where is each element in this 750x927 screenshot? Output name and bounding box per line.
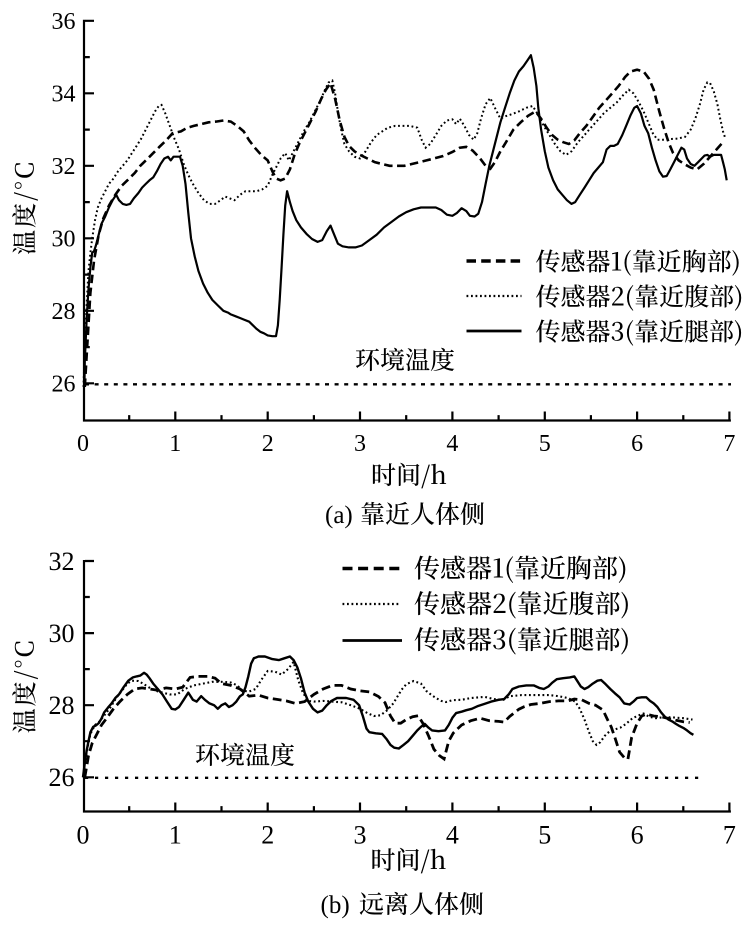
svg-text:7: 7 [723, 431, 735, 457]
svg-text:5: 5 [539, 431, 551, 457]
svg-text:4: 4 [446, 821, 459, 850]
svg-text:2: 2 [262, 431, 274, 457]
svg-text:(b): (b) [321, 892, 350, 919]
svg-text:1: 1 [169, 431, 181, 457]
svg-text:30: 30 [49, 619, 75, 648]
svg-text:0: 0 [77, 821, 90, 850]
svg-text:28: 28 [49, 691, 75, 720]
svg-text:3: 3 [354, 431, 366, 457]
svg-text:1: 1 [169, 821, 182, 850]
svg-text:30: 30 [52, 227, 76, 253]
svg-text:5: 5 [538, 821, 551, 850]
svg-text:34: 34 [52, 82, 76, 108]
svg-text:3: 3 [354, 821, 367, 850]
svg-text:4: 4 [446, 431, 458, 457]
svg-text:32: 32 [49, 547, 75, 576]
svg-text:2: 2 [261, 821, 274, 850]
svg-text:26: 26 [52, 372, 76, 398]
svg-text:0: 0 [77, 431, 89, 457]
svg-text:(a): (a) [325, 502, 353, 529]
svg-text:36: 36 [52, 9, 76, 35]
svg-text:32: 32 [52, 154, 76, 180]
svg-text:6: 6 [631, 431, 643, 457]
svg-text:26: 26 [49, 763, 75, 792]
svg-text:28: 28 [52, 299, 76, 325]
svg-text:7: 7 [723, 821, 736, 850]
svg-text:6: 6 [631, 821, 644, 850]
